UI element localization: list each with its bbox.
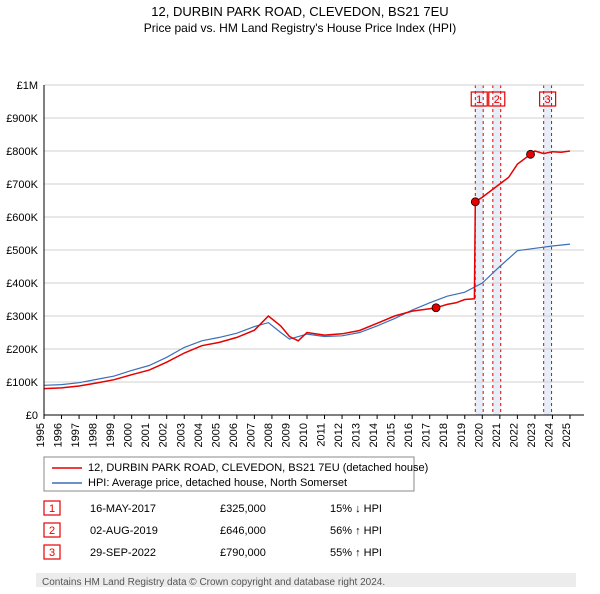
y-tick-label: £0 [26, 410, 38, 422]
chart-svg: £0 £100K £200K £300K £400K £500K £600K £700K £80… [0, 35, 600, 587]
x-tick-label: 2023 [526, 423, 538, 447]
x-tick-label: 2005 [210, 423, 222, 447]
y-tick-label: £400K [6, 278, 38, 290]
sale-row-num: 2 [49, 525, 55, 537]
y-tick-label: £300K [6, 311, 38, 323]
sale-row-num: 3 [49, 547, 55, 559]
sale-row-delta: 56% ↑ HPI [330, 525, 382, 537]
anno-num: 1 [476, 94, 482, 106]
x-tick-label: 2024 [543, 423, 555, 447]
x-tick-label: 2015 [386, 423, 398, 447]
sale-row-price: £790,000 [220, 547, 266, 559]
x-tick-label: 2019 [456, 423, 468, 447]
anno-num: 3 [545, 94, 551, 106]
sale-marker [432, 304, 440, 312]
x-tick-label: 2011 [316, 423, 328, 447]
chart-title: 12, DURBIN PARK ROAD, CLEVEDON, BS21 7EU [0, 4, 600, 19]
footer-line1: Contains HM Land Registry data © Crown c… [42, 577, 385, 587]
x-tick-label: 2012 [333, 423, 345, 447]
x-tick-label: 2013 [351, 423, 363, 447]
x-tick-label: 1995 [35, 423, 47, 447]
x-tick-label: 2003 [175, 423, 187, 447]
y-tick-label: £600K [6, 212, 38, 224]
sale-row-price: £325,000 [220, 503, 266, 515]
x-tick-label: 1999 [105, 423, 117, 447]
y-tick-label: £700K [6, 179, 38, 191]
sale-row-num: 1 [49, 503, 55, 515]
x-tick-label: 2022 [508, 423, 520, 447]
x-tick-label: 2000 [123, 423, 135, 447]
x-tick-label: 1998 [88, 423, 100, 447]
x-tick-label: 2010 [298, 423, 310, 447]
legend-label: 12, DURBIN PARK ROAD, CLEVEDON, BS21 7EU… [88, 462, 428, 474]
sale-row-delta: 55% ↑ HPI [330, 547, 382, 559]
sale-marker [527, 150, 535, 158]
x-tick-label: 2001 [140, 423, 152, 447]
x-tick-label: 2008 [263, 423, 275, 447]
x-tick-label: 2021 [491, 423, 503, 447]
y-tick-label: £900K [6, 113, 38, 125]
chart-subtitle: Price paid vs. HM Land Registry's House … [0, 21, 600, 35]
sale-row-date: 29-SEP-2022 [90, 547, 156, 559]
x-tick-label: 2025 [561, 423, 573, 447]
x-tick-label: 2017 [421, 423, 433, 447]
x-tick-label: 2009 [280, 423, 292, 447]
x-tick-label: 2016 [403, 423, 415, 447]
x-tick-label: 2018 [438, 423, 450, 447]
y-tick-label: £500K [6, 245, 38, 257]
sale-row-price: £646,000 [220, 525, 266, 537]
sale-row-date: 16-MAY-2017 [90, 503, 156, 515]
x-tick-label: 2002 [158, 423, 170, 447]
x-tick-label: 2006 [228, 423, 240, 447]
y-tick-label: £200K [6, 344, 38, 356]
x-tick-label: 2004 [193, 423, 205, 447]
legend-label: HPI: Average price, detached house, Nort… [88, 477, 347, 489]
sale-row-delta: 15% ↓ HPI [330, 503, 382, 515]
x-tick-label: 2014 [368, 423, 380, 447]
y-tick-label: £800K [6, 146, 38, 158]
x-tick-label: 2020 [473, 423, 485, 447]
anno-num: 2 [494, 94, 500, 106]
x-tick-label: 1996 [53, 423, 65, 447]
x-tick-label: 2007 [245, 423, 257, 447]
x-tick-label: 1997 [70, 423, 82, 447]
y-tick-label: £1M [17, 80, 38, 92]
y-tick-label: £100K [6, 377, 38, 389]
sale-marker [471, 198, 479, 206]
sale-row-date: 02-AUG-2019 [90, 525, 158, 537]
